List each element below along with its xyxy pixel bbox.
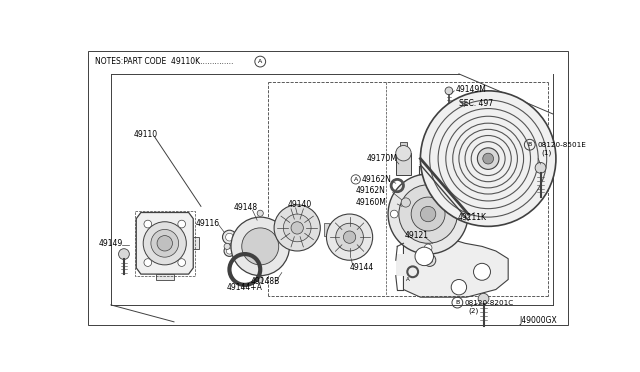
Circle shape <box>231 217 289 276</box>
Circle shape <box>224 243 230 250</box>
Circle shape <box>291 222 303 234</box>
Circle shape <box>451 279 467 295</box>
Circle shape <box>157 235 172 251</box>
Text: SEC. 497: SEC. 497 <box>459 99 493 108</box>
Circle shape <box>143 222 186 265</box>
Circle shape <box>257 276 263 283</box>
Circle shape <box>242 228 279 265</box>
Text: 49140: 49140 <box>288 200 312 209</box>
Circle shape <box>223 230 236 244</box>
Circle shape <box>326 214 372 260</box>
Text: 49149: 49149 <box>99 239 123 248</box>
Text: A: A <box>353 177 358 182</box>
Text: 49144: 49144 <box>349 263 374 272</box>
Bar <box>135 211 195 276</box>
Text: 49160M: 49160M <box>356 198 387 207</box>
Text: 49116: 49116 <box>196 219 220 228</box>
Circle shape <box>458 210 466 218</box>
Circle shape <box>424 244 432 252</box>
Circle shape <box>420 206 436 222</box>
Circle shape <box>424 254 436 266</box>
Text: (2): (2) <box>468 308 478 314</box>
Circle shape <box>411 197 445 231</box>
Bar <box>193 237 200 250</box>
Circle shape <box>390 210 398 218</box>
Circle shape <box>445 87 452 95</box>
Text: 08120-8501E: 08120-8501E <box>538 142 586 148</box>
Circle shape <box>483 153 493 164</box>
Circle shape <box>396 145 411 161</box>
Bar <box>156 274 174 280</box>
Text: B: B <box>455 300 460 305</box>
Circle shape <box>274 205 320 251</box>
Bar <box>399 142 407 153</box>
Circle shape <box>535 163 546 173</box>
Text: 49148B: 49148B <box>251 277 280 286</box>
Circle shape <box>257 210 263 217</box>
Circle shape <box>474 263 490 280</box>
Text: J49000GX: J49000GX <box>520 316 557 325</box>
Text: 49110: 49110 <box>134 130 158 139</box>
Text: A: A <box>258 59 262 64</box>
Circle shape <box>178 259 186 266</box>
Circle shape <box>151 230 179 257</box>
Text: 49148: 49148 <box>234 203 258 212</box>
Circle shape <box>227 248 232 254</box>
Bar <box>403 202 409 218</box>
Circle shape <box>224 246 235 256</box>
Circle shape <box>415 247 433 266</box>
Text: 49162N: 49162N <box>356 186 385 195</box>
Text: 08120-8201C: 08120-8201C <box>464 299 513 305</box>
Bar <box>337 223 341 235</box>
Circle shape <box>388 174 468 254</box>
Circle shape <box>225 233 234 241</box>
Circle shape <box>178 220 186 228</box>
Polygon shape <box>403 237 508 297</box>
Circle shape <box>336 223 364 251</box>
Circle shape <box>344 231 356 243</box>
Circle shape <box>118 249 129 260</box>
Circle shape <box>427 257 433 263</box>
Text: 49111K: 49111K <box>458 213 486 222</box>
Text: (1): (1) <box>541 150 552 157</box>
Circle shape <box>478 294 489 304</box>
Circle shape <box>477 148 499 169</box>
Bar <box>396 254 411 276</box>
Bar <box>484 154 493 158</box>
Circle shape <box>420 91 556 226</box>
Polygon shape <box>136 212 193 274</box>
Text: 49149M: 49149M <box>456 85 486 94</box>
Text: 49170M: 49170M <box>367 154 397 163</box>
Circle shape <box>144 259 152 266</box>
Text: B: B <box>527 142 532 147</box>
Circle shape <box>401 198 410 207</box>
Bar <box>324 223 329 235</box>
Circle shape <box>284 214 311 242</box>
Circle shape <box>144 220 152 228</box>
Text: 49121: 49121 <box>405 231 429 240</box>
Circle shape <box>424 176 432 184</box>
Circle shape <box>399 185 458 243</box>
Bar <box>330 223 335 235</box>
Text: 49162N: 49162N <box>362 175 392 184</box>
Circle shape <box>291 243 296 250</box>
Bar <box>396 153 411 175</box>
Text: NOTES:PART CODE  49110K..............: NOTES:PART CODE 49110K.............. <box>95 57 234 66</box>
Text: 49144+A: 49144+A <box>227 283 262 292</box>
Text: A: A <box>406 277 410 282</box>
